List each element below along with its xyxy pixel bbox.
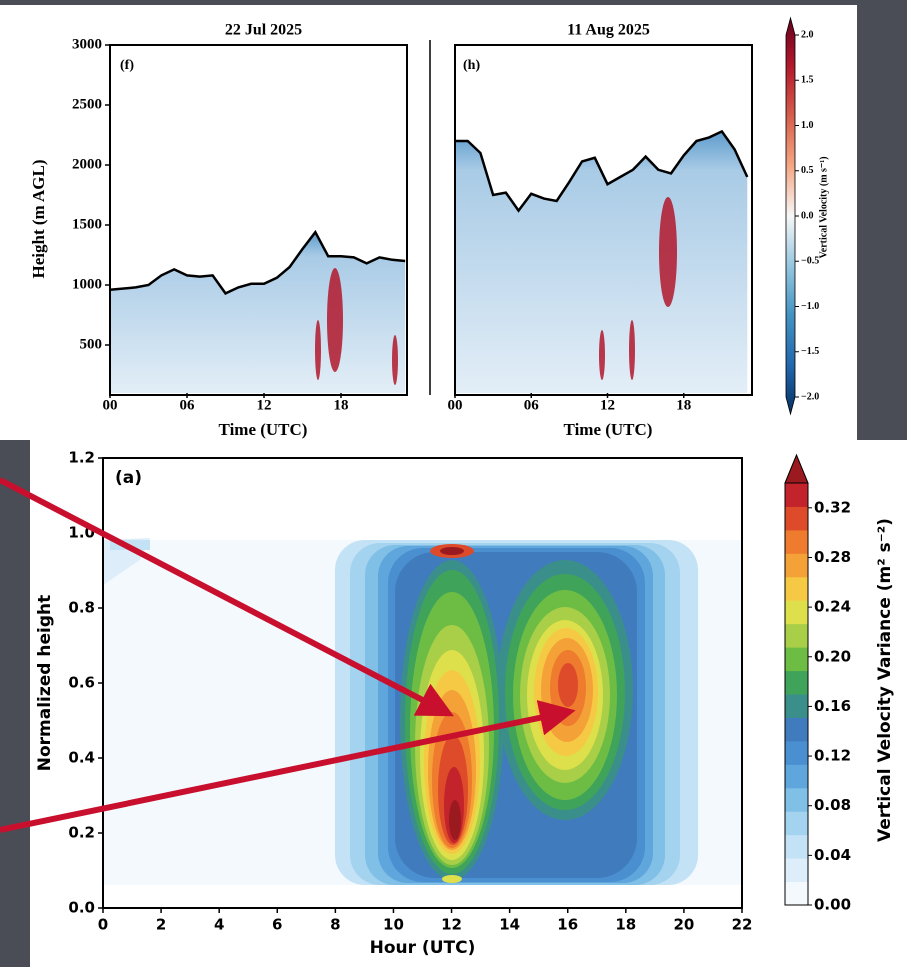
x-tick-label: 12 <box>257 397 272 413</box>
x-tick-label: 2 <box>156 916 166 934</box>
colorbar-tick-label: 0.04 <box>814 846 851 864</box>
colorbar-band <box>785 834 808 859</box>
colorbar-band <box>785 717 808 742</box>
x-tick-label: 14 <box>499 916 520 934</box>
contour-field <box>103 538 742 885</box>
colorbar-tick-label: 0.5 <box>801 165 814 176</box>
colorbar-band <box>785 881 808 906</box>
colorbar <box>785 16 796 416</box>
plot-frame <box>454 44 753 396</box>
x-axis-label: Time (UTC) <box>564 420 653 439</box>
updraft <box>659 197 677 307</box>
x-tick-label: 8 <box>330 916 340 934</box>
colorbar-tick-label: 0.00 <box>814 896 851 914</box>
y-tick-label: 0.8 <box>68 599 95 617</box>
x-tick-label: 20 <box>673 916 694 934</box>
x-tick-label: 4 <box>214 916 224 934</box>
x-tick-label: 00 <box>103 397 118 413</box>
colorbar-tick-label: 0.12 <box>814 747 851 765</box>
x-tick-label: 22 <box>732 916 753 934</box>
y-tick-label: 1.2 <box>68 449 95 467</box>
colorbar-band <box>785 694 808 718</box>
colorbar-tick-label: 1.5 <box>801 75 814 86</box>
colorbar-tick-label: 0.28 <box>814 548 851 566</box>
colorbar-tick-label: 0.24 <box>814 598 851 616</box>
colorbar-tick-label: 2.0 <box>801 29 814 40</box>
y-axis-label: Normalized height <box>35 595 55 772</box>
y-axis-label: Height (m AGL) <box>29 160 48 279</box>
colorbar-band <box>785 764 808 789</box>
colorbar-label: Vertical Velocity Variance (m² s⁻²) <box>875 518 895 842</box>
colorbar-tick-label: −2.0 <box>801 391 819 402</box>
colorbar-tick-label: 0.0 <box>801 210 814 221</box>
y-tick-label: 1500 <box>72 216 102 232</box>
x-axis-label: Time (UTC) <box>219 420 308 439</box>
colorbar-tick-label: −1.5 <box>801 346 819 357</box>
panel-label: (a) <box>115 468 142 488</box>
updraft <box>327 268 343 372</box>
velocity-field <box>455 131 748 393</box>
y-tick-label: 500 <box>80 336 103 352</box>
panel-title: 22 Jul 2025 <box>225 22 302 39</box>
colorbar-band <box>785 740 808 765</box>
colorbar-tick-label: 0.32 <box>814 498 851 516</box>
colorbar-tick-label: −1.0 <box>801 301 819 312</box>
x-tick-label: 18 <box>334 397 349 413</box>
y-tick-label: 1000 <box>72 276 102 292</box>
updraft <box>315 320 321 380</box>
panel-h: 00 06 12 18 11 Aug 2025 (h) Time (UTC) 2.0 1.5 1.… <box>448 16 829 439</box>
y-tick-label: 0.0 <box>68 899 95 917</box>
x-tick-label: 12 <box>600 397 615 413</box>
y-tick-label: 3000 <box>72 36 102 52</box>
y-tick-label: 0.2 <box>68 824 95 842</box>
colorbar-tick-label: 0.16 <box>814 697 851 715</box>
x-tick-label: 00 <box>448 397 463 413</box>
y-tick-label: 2500 <box>72 96 102 112</box>
colorbar-band <box>785 600 808 625</box>
boundary-line <box>455 129 749 213</box>
colorbar-band <box>785 529 808 554</box>
updraft <box>392 335 398 385</box>
x-tick-label: 16 <box>557 916 578 934</box>
colorbar-band <box>785 483 808 507</box>
colorbar-tick-label: 0.20 <box>814 647 851 665</box>
y-tick-label: 0.4 <box>68 749 95 767</box>
panel-f: 00 06 12 18 500 1000 1500 2000 2500 3000 22 Jul 20… <box>29 22 408 439</box>
colorbar-tick-label: 1.0 <box>801 120 814 131</box>
boundary-line <box>109 229 406 295</box>
colorbar-band <box>785 647 808 672</box>
plot-frame <box>109 44 408 396</box>
x-tick-label: 18 <box>615 916 636 934</box>
y-tick-label: 0.6 <box>68 674 95 692</box>
colorbar-band <box>785 670 808 695</box>
colorbar-label: Vertical Velocity (m s⁻¹) <box>818 156 829 258</box>
panel-label: (h) <box>463 58 480 73</box>
x-axis-label: Hour (UTC) <box>370 938 476 958</box>
updraft <box>599 330 605 380</box>
x-tick-label: 0 <box>98 916 108 934</box>
colorbar-band <box>785 787 808 812</box>
x-tick-label: 06 <box>524 397 540 413</box>
colorbar-frame <box>784 482 809 906</box>
panel-label: (f) <box>120 58 134 73</box>
red-arrow <box>0 700 576 833</box>
colorbar-band <box>785 811 808 836</box>
colorbar-band <box>785 858 808 883</box>
panel-title: 11 Aug 2025 <box>567 22 650 39</box>
colorbar-tick-label: −0.5 <box>801 256 819 267</box>
x-tick-label: 12 <box>441 916 462 934</box>
x-tick-label: 18 <box>676 397 691 413</box>
colorbar-band <box>785 623 808 648</box>
x-tick-label: 06 <box>180 397 196 413</box>
colorbar-band <box>785 576 808 601</box>
x-tick-label: 10 <box>383 916 404 934</box>
colorbar-band <box>785 506 808 531</box>
y-tick-label: 2000 <box>72 156 102 172</box>
colorbar-tick-label: 0.08 <box>814 796 851 814</box>
updraft <box>629 320 635 380</box>
x-tick-label: 6 <box>272 916 282 934</box>
colorbar-band <box>785 553 808 578</box>
red-arrow <box>0 477 454 717</box>
